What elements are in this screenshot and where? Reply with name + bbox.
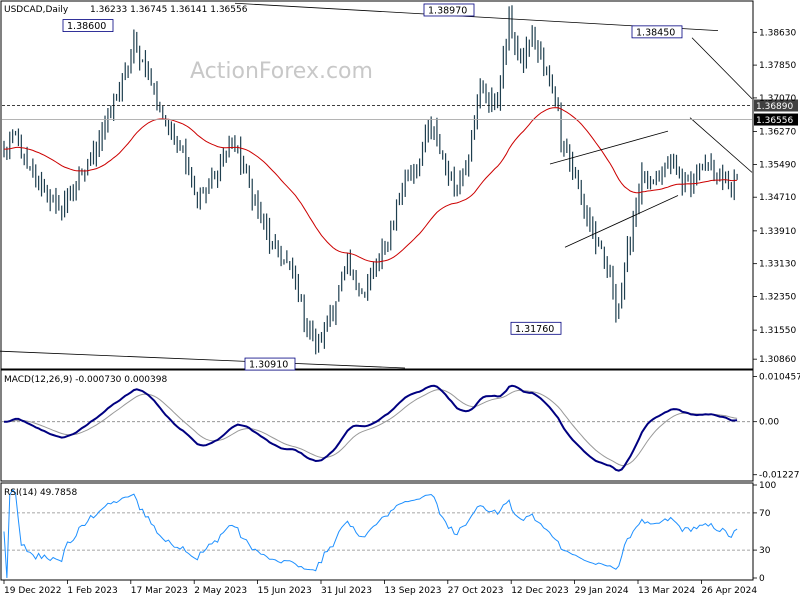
swing-label: 1.38600 — [67, 21, 106, 32]
macd-line — [3, 384, 738, 472]
macd-pane — [0, 369, 754, 482]
x-tick-label: 27 Oct 2023 — [448, 586, 504, 596]
y-tick-label: 1.38630 — [759, 28, 796, 38]
y-tick-label: 1.36270 — [759, 128, 796, 138]
swing-label: 1.38970 — [428, 5, 467, 16]
moving-average-line — [4, 107, 738, 263]
y-tick-label: 1.37850 — [759, 61, 796, 71]
x-tick-label: 31 Jul 2023 — [321, 586, 372, 596]
y-tick-label: 1.33910 — [759, 227, 796, 237]
price-tag-bg — [754, 99, 798, 112]
swing-label-box — [423, 3, 475, 17]
macd-title: MACD(12,26,9) -0.000730 0.000398 — [4, 375, 167, 385]
x-tick-label: 2 May 2023 — [194, 586, 247, 596]
y-tick-label: 1.37070 — [759, 94, 796, 104]
x-tick-label: 12 Dec 2023 — [511, 586, 569, 596]
trendline — [549, 130, 669, 165]
rsi-y-tick-label: 30 — [759, 546, 771, 556]
price-tag-label: 1.36890 — [756, 102, 793, 112]
rsi-pane — [0, 482, 754, 581]
x-tick-label: 13 Sep 2023 — [384, 586, 441, 596]
x-tick-label: 17 Mar 2023 — [131, 586, 188, 596]
price-tag-label: 1.36556 — [756, 116, 793, 126]
y-tick-label: 1.35490 — [759, 160, 796, 170]
swing-label: 1.38450 — [636, 27, 675, 38]
x-tick-label: 29 Jan 2024 — [575, 586, 629, 596]
y-tick-label: 1.34710 — [759, 193, 796, 203]
macd-y-tick-label: 0.010457 — [759, 373, 800, 383]
trendline — [0, 350, 406, 369]
y-tick-label: 1.30860 — [759, 355, 796, 365]
swing-label: 1.31760 — [515, 324, 554, 335]
swing-label: 1.30910 — [249, 360, 288, 371]
x-tick-label: 19 Dec 2022 — [4, 586, 62, 596]
rsi-y-tick-label: 70 — [759, 509, 771, 519]
swing-label-box — [510, 321, 562, 335]
rsi-y-tick-label: 100 — [759, 481, 776, 491]
rsi-title: RSI(14) 49.7858 — [4, 488, 77, 498]
y-tick-label: 1.33130 — [759, 260, 796, 270]
x-tick-label: 15 Jun 2023 — [258, 586, 312, 596]
trendline — [691, 37, 753, 100]
macd-signal-line — [4, 389, 738, 466]
watermark: ActionForex.com — [190, 59, 373, 84]
y-tick-label: 1.32350 — [759, 292, 796, 302]
x-tick-label: 13 Mar 2024 — [638, 586, 695, 596]
rsi-y-tick-label: 0 — [759, 574, 765, 584]
x-tick-label: 1 Feb 2023 — [67, 586, 117, 596]
chart-symbol: USDCAD,Daily — [4, 5, 69, 15]
price-pane — [0, 0, 754, 370]
swing-label-box — [631, 25, 683, 39]
x-tick-label: 26 Apr 2024 — [701, 586, 757, 596]
swing-label-box — [244, 357, 296, 371]
trendline — [689, 117, 753, 173]
swing-label-box — [62, 19, 114, 32]
y-tick-label: 1.31550 — [759, 326, 796, 336]
macd-y-tick-label: 0.00 — [759, 418, 779, 428]
rsi-line — [3, 488, 738, 579]
trendline — [564, 195, 679, 248]
chart-ohlc: 1.36233 1.36745 1.36141 1.36556 — [90, 5, 248, 15]
price-tag-bg — [754, 113, 798, 126]
macd-y-tick-label: -0.012276 — [759, 471, 800, 481]
